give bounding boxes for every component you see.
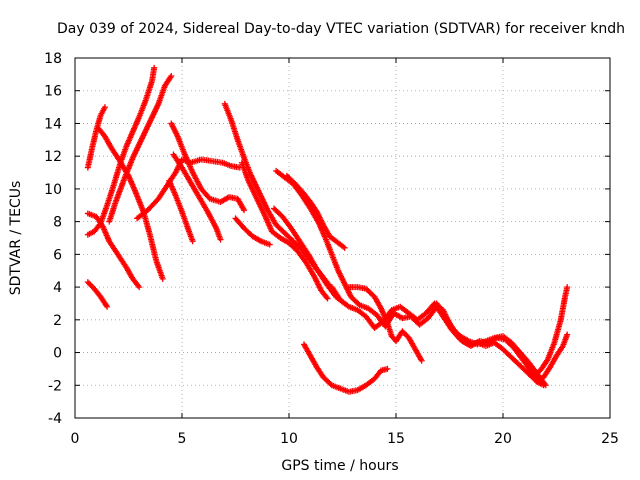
x-tick-label: 15 [387,431,405,447]
y-tick-label: 2 [53,313,62,329]
data-point [324,295,331,302]
y-tick-label: 4 [53,280,62,296]
plot-frame [74,57,611,419]
y-tick-label: -4 [48,411,62,427]
series-arc-12 [238,159,331,302]
grid [75,58,610,418]
y-tick-label: 16 [44,84,62,100]
data-point [217,236,224,243]
y-tick-label: 14 [44,116,62,132]
x-tick-label: 0 [71,431,80,447]
y-tick-label: 8 [53,215,62,231]
series-arc-1 [84,104,108,171]
series-arc-9 [170,151,224,243]
data-point [564,284,571,291]
x-tick-label: 10 [280,431,298,447]
data-point [189,238,196,245]
x-axis-label: GPS time / hours [281,458,398,474]
x-tick-label: 5 [178,431,187,447]
y-tick-label: 18 [44,51,62,67]
series-arc-22 [300,341,391,395]
data-point [384,365,391,372]
y-tick-label: 6 [53,247,62,263]
y-tick-label: -2 [48,378,62,394]
data-point [564,331,571,338]
x-tick-label: 25 [601,431,619,447]
series-arc-18 [345,284,425,364]
data-point [136,284,143,291]
series-arc-6 [84,279,111,310]
data-point [540,380,547,387]
chart-title: Day 039 of 2024, Sidereal Day-to-day VTE… [57,21,625,37]
series-arc-5 [84,210,143,291]
y-tick-label: 12 [44,149,62,165]
series-arc-13 [232,215,273,248]
series-arc-19 [433,300,547,387]
data-marks [84,64,571,395]
series-arc-17 [328,284,549,389]
series-arc-21 [534,331,571,385]
data-point [168,73,175,79]
data-point [266,241,273,248]
series-arc-8 [166,177,196,245]
data-point [341,244,348,251]
data-point [159,275,166,282]
series-arc-3 [106,73,175,225]
y-tick-label: 0 [53,346,62,362]
y-tick-label: 10 [44,182,62,198]
axis-ticks: 0 5 10 15 20 25 -4 -2 0 2 4 6 8 10 12 14 16 18 [44,51,619,447]
data-point [101,104,108,111]
data-point [151,64,158,71]
series-arc-10 [168,120,248,214]
y-axis-label: SDTVAR / TECUs [8,181,24,296]
x-tick-label: 20 [494,431,512,447]
series-arc-14 [271,205,335,292]
data-point [104,303,111,310]
data-point [418,357,425,364]
series-arc-20 [532,284,571,379]
data-point [241,207,248,214]
